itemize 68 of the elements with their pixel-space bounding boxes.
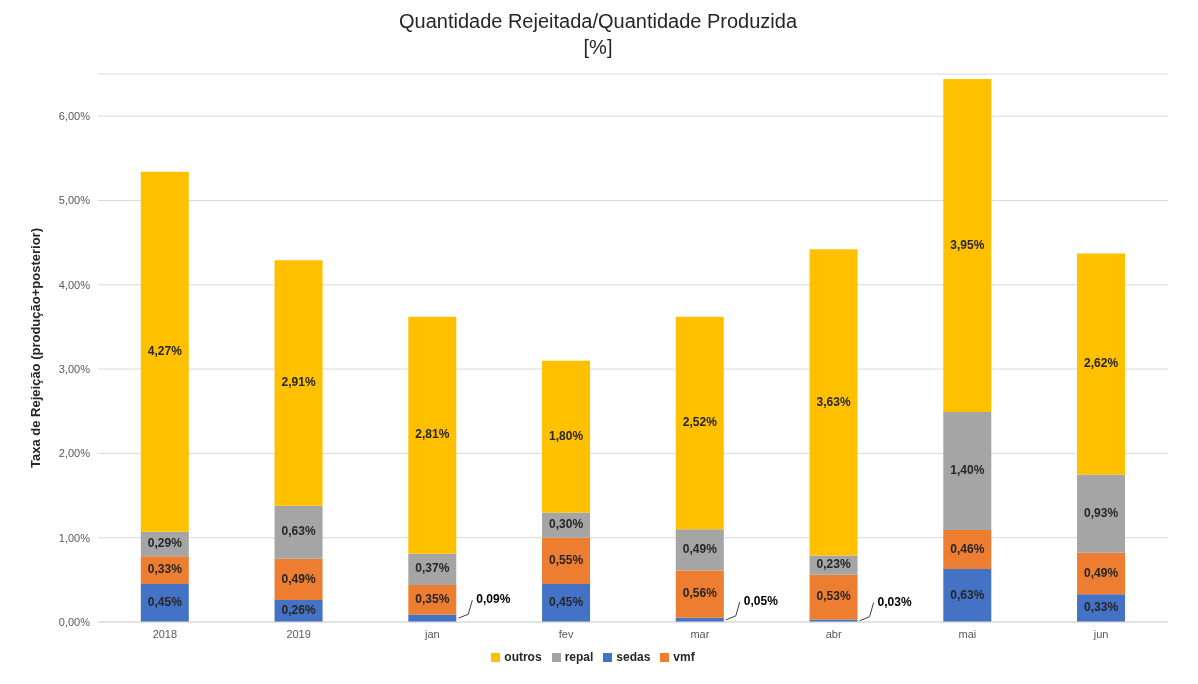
bar xyxy=(274,505,323,559)
y-tick-label: 3,00% xyxy=(58,362,91,375)
y-axis-title: Taxa de Rejeição (produção+posterior) xyxy=(27,228,43,468)
data-label: 1,80% xyxy=(549,428,584,443)
data-label: 0,35% xyxy=(415,591,450,606)
data-label: 2,81% xyxy=(415,427,450,442)
data-label: 0,33% xyxy=(147,562,183,577)
x-tick-label: mar xyxy=(690,627,710,640)
data-label: 0,55% xyxy=(549,553,584,568)
bar xyxy=(809,249,858,556)
y-tick-label: 2,00% xyxy=(58,447,91,460)
data-label: 0,29% xyxy=(147,536,183,551)
bar xyxy=(943,412,992,531)
bar xyxy=(542,360,591,513)
data-label: 0,49% xyxy=(1084,565,1119,580)
data-label: 0,45% xyxy=(147,595,183,610)
data-label: 0,93% xyxy=(1084,505,1119,520)
bar xyxy=(408,316,457,554)
data-label: 2,91% xyxy=(281,375,316,390)
data-label: 0,05% xyxy=(743,594,779,609)
data-label: 3,63% xyxy=(816,394,851,409)
x-tick-label: fev xyxy=(558,627,574,640)
data-label: 0,45% xyxy=(549,595,584,610)
data-label: 0,49% xyxy=(682,542,718,557)
data-label: 0,63% xyxy=(950,587,985,602)
bar xyxy=(140,171,189,532)
y-tick-label: 4,00% xyxy=(58,278,91,291)
bar xyxy=(675,316,724,530)
data-label: 0,30% xyxy=(549,517,584,532)
chart-subtitle: [%] xyxy=(582,35,614,60)
data-label: 0,26% xyxy=(281,603,316,618)
data-label: 0,33% xyxy=(1084,600,1119,615)
bar xyxy=(274,260,323,506)
data-label: 0,63% xyxy=(281,524,316,539)
bar xyxy=(675,570,724,618)
data-label: 0,37% xyxy=(415,561,450,576)
x-tick-label: abr xyxy=(825,627,842,640)
y-tick-label: 0,00% xyxy=(58,615,91,628)
data-label: 0,46% xyxy=(950,541,985,556)
bar xyxy=(408,614,457,622)
data-label: 1,40% xyxy=(950,463,985,478)
data-label: 2,62% xyxy=(1084,356,1119,371)
data-label: 4,27% xyxy=(147,343,183,358)
bar xyxy=(1077,253,1126,475)
legend-label: outros xyxy=(504,650,542,664)
x-tick-label: jan xyxy=(424,627,440,640)
chart-title: Quantidade Rejeitada/Quantidade Produzida xyxy=(397,9,799,34)
data-label: 0,09% xyxy=(476,592,511,607)
x-tick-label: 2018 xyxy=(152,627,178,640)
x-tick-label: jun xyxy=(1092,627,1109,640)
data-label: 0,49% xyxy=(281,571,316,586)
x-tick-label: 2019 xyxy=(286,627,311,640)
data-label: 0,56% xyxy=(682,586,718,601)
x-tick-label: mai xyxy=(958,627,977,640)
data-label: 0,03% xyxy=(877,594,912,609)
bar xyxy=(1077,474,1126,553)
legend-label: repal xyxy=(564,650,594,664)
data-label: 0,23% xyxy=(816,557,851,572)
y-tick-label: 1,00% xyxy=(58,531,91,544)
bar xyxy=(943,79,992,413)
data-label: 2,52% xyxy=(682,415,718,430)
bar xyxy=(675,529,724,571)
y-tick-label: 6,00% xyxy=(58,110,91,123)
y-tick-label: 5,00% xyxy=(58,194,91,207)
legend-label: vmf xyxy=(673,650,695,664)
data-label: 3,95% xyxy=(950,237,985,252)
legend-label: sedas xyxy=(616,650,651,664)
data-label: 0,53% xyxy=(816,589,851,604)
